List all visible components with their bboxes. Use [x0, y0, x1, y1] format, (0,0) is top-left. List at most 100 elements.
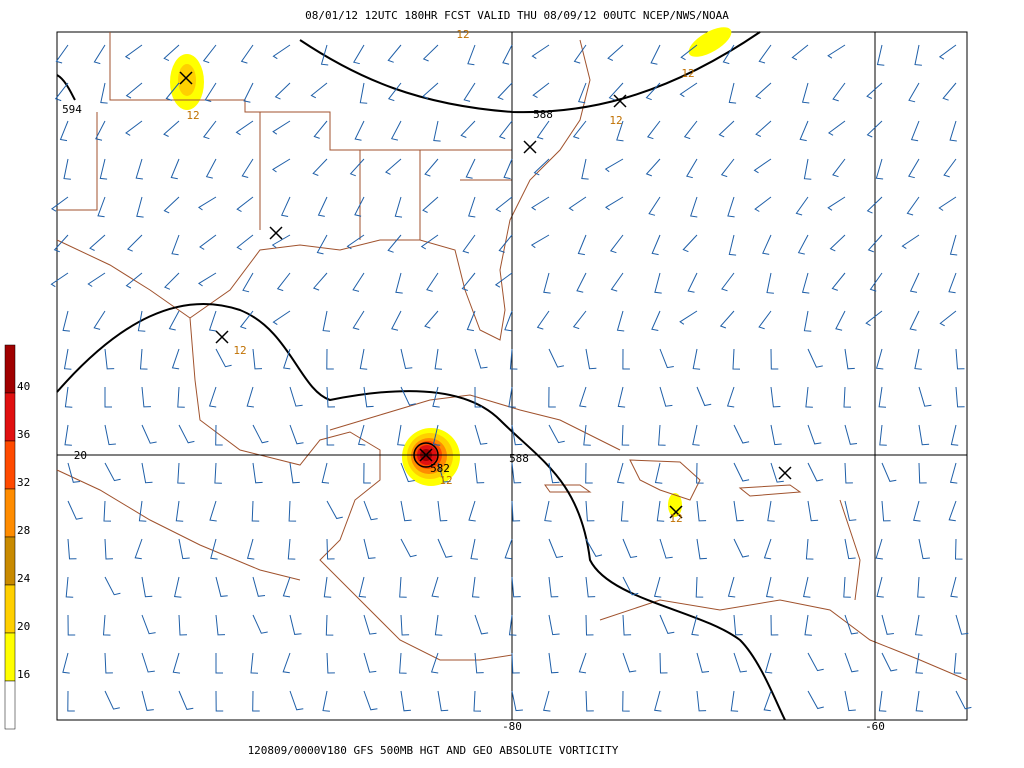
wind-barb	[918, 462, 927, 484]
wind-barb	[955, 690, 972, 710]
wind-barb	[276, 272, 291, 292]
contour-label: 594	[62, 103, 82, 116]
wind-barb	[654, 690, 662, 712]
wind-barb	[766, 272, 774, 294]
wind-barb	[67, 500, 83, 520]
wind-barb	[755, 82, 772, 100]
wind-barb	[576, 272, 587, 293]
wind-barb	[767, 500, 775, 522]
wind-barb	[622, 576, 639, 596]
wind-barb	[548, 386, 556, 408]
wind-barb	[141, 424, 157, 444]
wind-barb	[214, 462, 222, 484]
wind-barb	[87, 272, 106, 287]
wind-barb	[807, 462, 824, 482]
wind-barb	[730, 690, 739, 712]
wind-barb	[844, 348, 855, 370]
wind-barb	[67, 614, 76, 636]
wind-barb	[271, 158, 291, 173]
wind-barb	[246, 386, 254, 408]
coastline	[56, 239, 513, 661]
wind-barb	[178, 690, 194, 710]
wind-barb	[646, 120, 661, 140]
wind-barb	[312, 272, 328, 291]
wind-barb	[578, 652, 587, 674]
wind-barb	[363, 386, 374, 408]
wind-barb	[866, 196, 883, 214]
wind-barb	[536, 310, 550, 330]
wind-barb	[177, 386, 185, 408]
colorbar-label: 40	[17, 380, 30, 393]
wind-barb	[876, 44, 885, 66]
wind-barb	[141, 386, 151, 408]
wind-barb	[881, 652, 898, 672]
wind-barb	[326, 348, 334, 370]
wind-barb	[126, 234, 143, 252]
contour	[56, 74, 76, 101]
wind-barb	[363, 652, 377, 673]
grid-label: -60	[865, 720, 885, 733]
wind-barb	[134, 538, 143, 560]
wind-barb	[138, 500, 147, 522]
wind-barb	[240, 44, 254, 64]
wind-barb	[807, 652, 824, 672]
wind-barb	[422, 196, 439, 213]
x-mark	[179, 71, 193, 85]
wind-barb	[210, 538, 218, 560]
wind-barb	[533, 158, 550, 176]
x-mark	[419, 448, 433, 462]
wind-barb	[104, 387, 112, 408]
wind-barb	[65, 576, 74, 598]
wind-barb	[312, 158, 328, 176]
wind-barb	[548, 424, 565, 444]
wind-barb	[803, 158, 812, 180]
wind-barb	[918, 386, 932, 407]
wind-barb	[770, 386, 781, 408]
wind-barb	[696, 652, 710, 673]
wind-barb	[175, 500, 184, 522]
wind-barb	[536, 120, 550, 140]
wind-barb	[914, 348, 922, 370]
wind-barb	[310, 82, 328, 99]
wind-barb	[197, 196, 217, 211]
wind-barb	[867, 234, 883, 253]
wind-barb	[607, 44, 624, 61]
wind-barb	[104, 652, 113, 674]
contour-label: 12	[609, 114, 622, 127]
wind-barb	[349, 158, 365, 177]
wind-barb	[346, 234, 365, 250]
wind-barb	[495, 196, 513, 213]
wind-barb	[289, 690, 304, 711]
wind-barb	[321, 462, 330, 484]
wind-barb	[915, 652, 923, 674]
wind-barb	[938, 44, 957, 60]
wind-barb	[400, 538, 417, 558]
contour-label: 12	[681, 67, 694, 80]
wind-barb	[400, 386, 416, 406]
wind-barb	[400, 462, 415, 483]
wind-barb	[250, 652, 259, 674]
wind-barb	[879, 424, 887, 446]
wind-barb	[844, 690, 856, 712]
wind-barb	[719, 310, 735, 329]
wind-barb	[141, 690, 154, 711]
wind-barb	[252, 576, 266, 597]
coastline	[56, 469, 301, 581]
wind-barb	[548, 614, 560, 636]
wind-barb	[511, 424, 523, 446]
wind-barb	[511, 576, 521, 598]
wind-barb	[235, 120, 254, 136]
wind-barb	[807, 348, 823, 368]
wind-barb	[385, 158, 402, 175]
wind-barb	[322, 310, 331, 332]
wind-barb	[89, 234, 106, 251]
wind-barb	[470, 538, 478, 560]
wind-barb	[827, 120, 846, 136]
coastline	[599, 599, 968, 681]
wind-barb	[139, 348, 148, 370]
wind-barb	[326, 424, 335, 446]
wind-barb	[696, 690, 707, 712]
wind-barb	[424, 310, 439, 329]
wind-barb	[918, 538, 930, 560]
wind-barb	[353, 44, 365, 65]
